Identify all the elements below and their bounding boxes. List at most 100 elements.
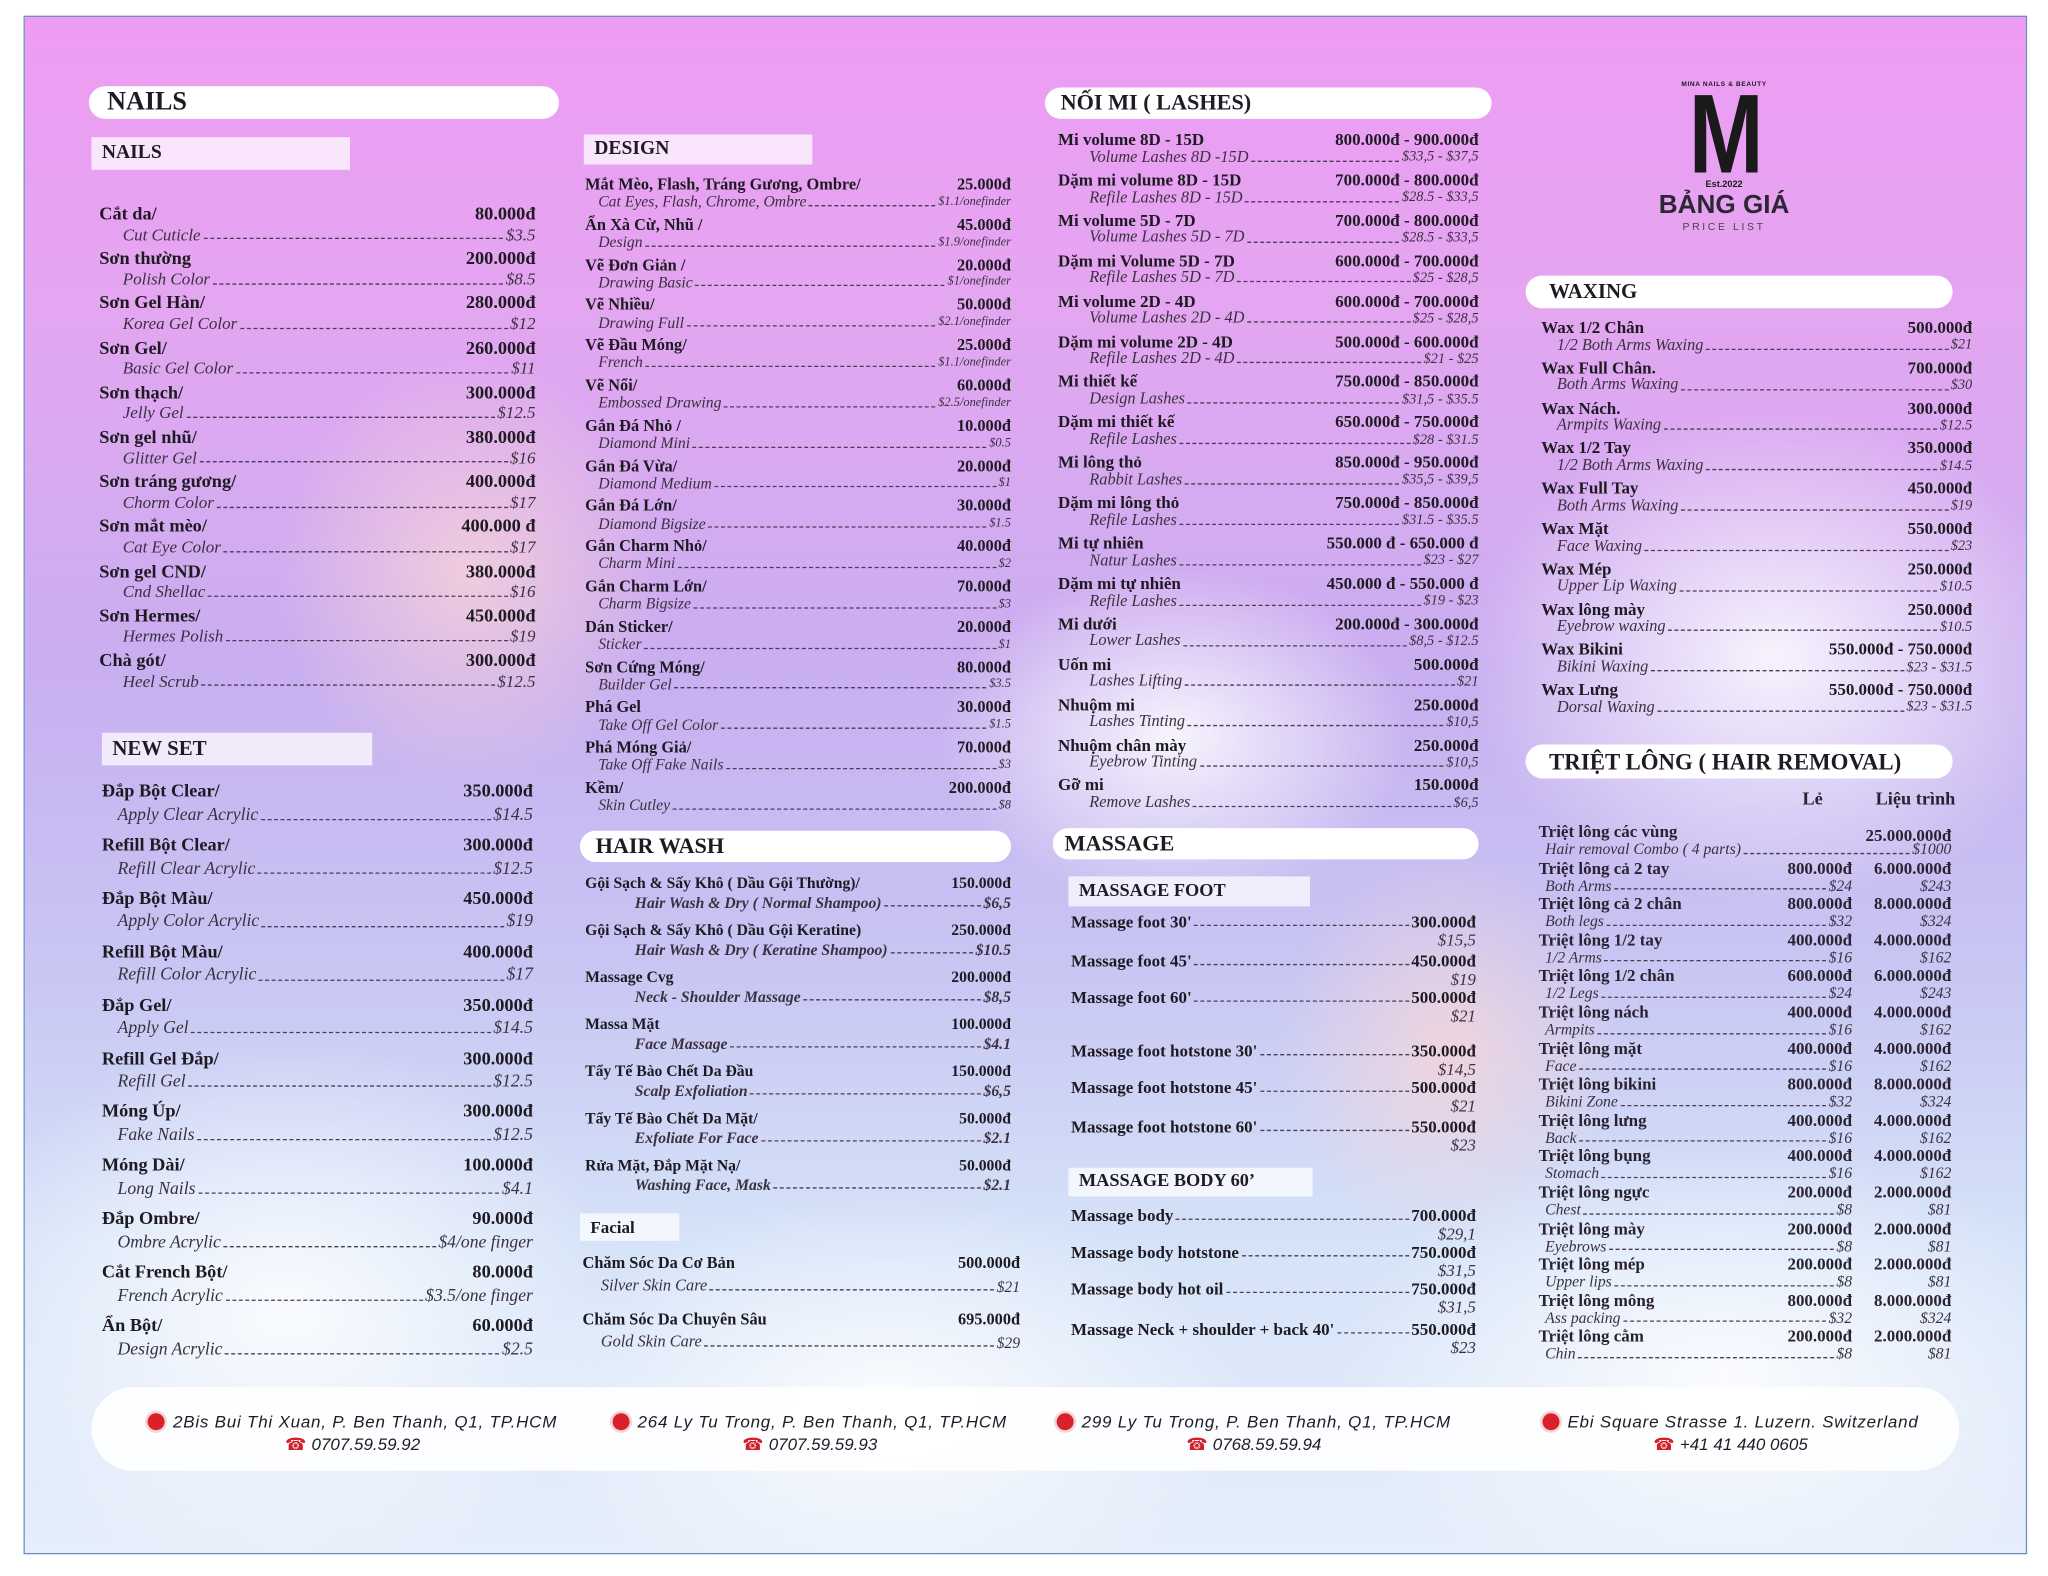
item-usd: $16 bbox=[1828, 1020, 1853, 1039]
item-course-price: 6.000.000đ bbox=[1873, 965, 1952, 986]
price-item: Gội Sạch & Sấy Khô ( Dầu Gội Thường)/ 150… bbox=[585, 875, 1011, 911]
item-price: 500.000đ bbox=[1411, 987, 1476, 1008]
item-subtitle: Charm Bigsize bbox=[598, 594, 691, 613]
decor-cloud bbox=[1461, 408, 2026, 906]
price-item: Dán Sticker/20.000đ Sticker $1 bbox=[585, 617, 1011, 653]
item-line: Dặm mi lông thỏ 750.000đ - 850.000đ bbox=[1058, 494, 1479, 512]
item-name: Wax Full Chân. bbox=[1541, 357, 1656, 378]
item-line: Ẩn Bột/60.000đ bbox=[102, 1316, 533, 1337]
item-usd: $1.5 bbox=[989, 718, 1011, 732]
price-item: Dặm mi lông thỏ 750.000đ - 850.000đ Refile… bbox=[1058, 494, 1479, 529]
item-subline: Refile Lashes 5D - 7D $25 - $28,5 bbox=[1058, 269, 1478, 286]
leader-dots bbox=[225, 1299, 423, 1301]
item-subtitle: Hair removal Combo ( 4 parts) bbox=[1545, 839, 1741, 859]
item-line: Dặm mi volume 8D - 15D 700.000đ - 800.000… bbox=[1058, 171, 1479, 189]
phone-text: 0707.59.59.92 bbox=[311, 1434, 421, 1454]
leader-dots bbox=[1187, 402, 1400, 404]
price-item: Dặm mi tự nhiên 450.000 đ - 550.000 đ Refi… bbox=[1058, 573, 1479, 610]
leader-dots bbox=[1579, 1140, 1826, 1143]
item-name: Vẽ Đầu Móng/ bbox=[585, 335, 687, 355]
leader-dots bbox=[677, 566, 996, 569]
price-item: Sơn tráng gương/400.000đ Chorm Color $17 bbox=[99, 473, 536, 511]
item-price: 350.000đ bbox=[1411, 1040, 1476, 1061]
item-name: Gỡ mi bbox=[1057, 775, 1104, 795]
item-price: 60.000đ bbox=[472, 1316, 533, 1337]
item-usd: $28.5 - $33,5 bbox=[1401, 189, 1479, 206]
price-item: Massage foot hotstone 60' 550.000đ $23 bbox=[1071, 1118, 1476, 1154]
leader-dots bbox=[803, 999, 981, 1001]
item-subtitle: Chin bbox=[1545, 1344, 1576, 1363]
item-line: Massa Mặt 100.000đ bbox=[585, 1016, 1011, 1032]
price-item: Móng Dài/100.000đ Long Nails $4.1 bbox=[101, 1156, 533, 1198]
item-price: 70.000đ bbox=[956, 738, 1011, 757]
item-subline: French Acrylic $3.5/one finger bbox=[102, 1284, 533, 1305]
price-item: Chăm Sóc Da Cơ Bản 500.000đ Silver Skin Ca… bbox=[583, 1254, 1021, 1295]
item-line: Gội Sạch & Sấy Khô ( Dầu Gội Thường)/ 150… bbox=[585, 875, 1011, 891]
item-subtitle: Diamond Medium bbox=[598, 473, 712, 493]
item-price: 750.000đ - 850.000đ bbox=[1335, 492, 1479, 513]
price-item: Massage body hotstone 750.000đ $31,5 bbox=[1071, 1243, 1476, 1279]
item-usd: $10.5 bbox=[1939, 618, 1973, 635]
item-subline: Jelly Gel $12.5 bbox=[99, 404, 536, 422]
item-line: Triệt lông nách 400.000đ 4.000.000đ bbox=[1539, 1003, 1952, 1021]
item-usd: $3.5 bbox=[505, 224, 536, 244]
item-usd: $8,5 bbox=[983, 986, 1011, 1006]
item-name: Massage foot hotstone 60' bbox=[1071, 1116, 1258, 1137]
item-name: Triệt lông cả 2 chân bbox=[1538, 893, 1682, 914]
item-price: 400.000đ bbox=[465, 473, 536, 493]
item-name: Gắn Đá Lớn/ bbox=[585, 496, 677, 516]
price-item: Tẩy Tế Bào Chết Da Đầu 150.000đ Scalp Exfo… bbox=[585, 1063, 1011, 1099]
item-name: Móng Dài/ bbox=[101, 1156, 185, 1176]
item-price: 10.000đ bbox=[956, 416, 1011, 435]
item-name: Triệt lông ngực bbox=[1538, 1182, 1650, 1202]
item-subtitle: Volume Lashes 5D - 7D bbox=[1089, 227, 1245, 247]
item-price: 450.000 đ - 550.000 đ bbox=[1326, 573, 1479, 593]
price-item: Phá Móng Giả/70.000đ Take Off Fake Nails $… bbox=[585, 738, 1011, 774]
item-subline: Cat Eye Color $17 bbox=[99, 536, 536, 557]
item-subline: $29,1 bbox=[1071, 1224, 1476, 1243]
item-line: Tẩy Tế Bào Chết Da Mặt/50.000đ bbox=[585, 1110, 1011, 1126]
price-item: Sơn Gel/260.000đ Basic Gel Color $11 bbox=[99, 339, 535, 377]
item-price: 250.000đ bbox=[1413, 694, 1479, 714]
item-subtitle: French bbox=[598, 353, 643, 372]
item-subtitle: Cat Eyes, Flash, Chrome, Ombre bbox=[598, 192, 807, 211]
leader-dots bbox=[1183, 644, 1407, 646]
item-subtitle: Cat Eye Color bbox=[122, 536, 221, 557]
item-name: Wax Mép bbox=[1541, 558, 1612, 579]
item-subtitle: French Acrylic bbox=[117, 1284, 223, 1305]
item-name: Dán Sticker/ bbox=[585, 617, 673, 636]
item-subline: Washing Face, Mask $2.1 bbox=[585, 1176, 1011, 1192]
leader-dots bbox=[693, 606, 996, 609]
item-subtitle: Dorsal Waxing bbox=[1556, 697, 1655, 716]
item-subtitle: Stomach bbox=[1545, 1164, 1600, 1183]
item-subline: Silver Skin Care $21 bbox=[583, 1277, 1020, 1295]
phone-line: ☎ 0707.59.59.93 bbox=[562, 1434, 1058, 1455]
item-usd: $23 - $31.5 bbox=[1906, 659, 1973, 675]
item-subline: Remove Lashes $6,5 bbox=[1058, 793, 1478, 811]
item-usd: $23 bbox=[1450, 1336, 1476, 1357]
price-item: Mi dưới 200.000đ - 300.000đ Lower Lashes $8… bbox=[1058, 615, 1479, 650]
item-name: Wax Bikini bbox=[1541, 639, 1623, 659]
item-price: 70.000đ bbox=[956, 577, 1011, 596]
leader-dots bbox=[261, 925, 504, 927]
item-name: Triệt lông mông bbox=[1538, 1290, 1655, 1310]
item-name: Refill Bột Màu/ bbox=[101, 942, 223, 963]
item-name: Mi tự nhiên bbox=[1057, 532, 1144, 553]
item-line: Triệt lông các vùng 25.000.000đ bbox=[1539, 823, 1952, 845]
item-course-price: 4.000.000đ bbox=[1873, 1109, 1952, 1130]
footer-bar bbox=[91, 1387, 1960, 1471]
leader-dots bbox=[750, 1093, 981, 1095]
item-subline: Take Off Fake Nails $3 bbox=[585, 757, 1011, 773]
item-usd: $12.5 bbox=[497, 670, 536, 691]
item-line: Cắt French Bột/80.000đ bbox=[102, 1264, 533, 1283]
item-usd: $17 bbox=[506, 964, 533, 984]
leader-dots bbox=[257, 872, 491, 874]
item-price: 100.000đ bbox=[951, 1014, 1011, 1034]
item-subline: Chest $8 $81 bbox=[1539, 1201, 1951, 1218]
footer-address: 264 Ly Tu Trong, P. Ben Thanh, Q1, TP.HC… bbox=[562, 1412, 1058, 1455]
item-price: 380.000đ bbox=[465, 562, 536, 582]
item-name: Massage foot hotstone 30' bbox=[1071, 1040, 1258, 1061]
item-subline: Face Massage $4.1 bbox=[585, 1035, 1011, 1051]
item-price: 350.000đ bbox=[1907, 438, 1973, 458]
item-name: Đắp Gel/ bbox=[101, 996, 172, 1016]
